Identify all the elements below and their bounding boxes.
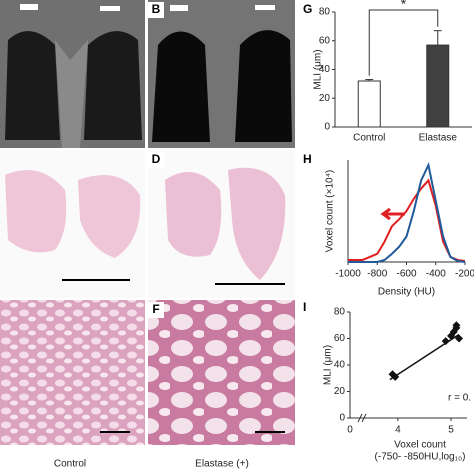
column-label: Elastase (+) xyxy=(195,459,249,470)
y-tick-label: 40 xyxy=(319,64,331,75)
x-tick-label: -600 xyxy=(396,269,416,280)
x-tick-label: 5 xyxy=(448,425,454,436)
x-tick-label: -200 xyxy=(455,269,474,280)
significance-bracket xyxy=(368,9,439,76)
x-tick-label: Control xyxy=(353,133,385,144)
panel-label: I xyxy=(303,300,306,314)
y-tick-label: 60 xyxy=(319,35,331,46)
column-label: Control xyxy=(54,459,86,470)
y-axis-label: MLI (μm) xyxy=(313,49,324,89)
y-tick-label: 20 xyxy=(334,386,346,397)
y-tick-label: 80 xyxy=(334,307,346,318)
x-axis-label: Voxel count xyxy=(394,440,446,451)
x-tick-label: Elastase xyxy=(419,133,458,144)
y-tick-label: 40 xyxy=(334,360,346,371)
panel-label: G xyxy=(303,2,312,16)
x-tick-label: 4 xyxy=(395,425,401,436)
ct-control xyxy=(0,0,145,148)
axis-break-label: 0 xyxy=(347,425,353,436)
panel-label: H xyxy=(303,152,312,166)
y-tick-label: 80 xyxy=(319,7,331,18)
x-axis-label: Density (HU) xyxy=(378,287,435,298)
point xyxy=(391,372,400,381)
panel-label: B xyxy=(152,2,161,16)
x-tick-label: -400 xyxy=(426,269,446,280)
y-axis-label: Voxel count (×10⁴) xyxy=(325,170,336,252)
y-tick-label: 60 xyxy=(334,333,346,344)
point xyxy=(455,334,464,343)
point xyxy=(452,323,461,332)
x-tick-label: -1000 xyxy=(335,269,361,280)
ct-elastase xyxy=(148,0,295,148)
axis-break xyxy=(357,413,367,423)
bar xyxy=(357,80,381,128)
histology-control xyxy=(0,300,145,445)
x-axis-label: (-750- -850HU,log₁₀) xyxy=(375,452,466,463)
histology-elastase xyxy=(148,300,295,445)
point xyxy=(441,337,450,346)
annotation: * xyxy=(401,0,407,12)
y-tick-label: 0 xyxy=(339,413,345,424)
lung-section-control xyxy=(0,150,145,298)
panel-label: F xyxy=(152,302,159,316)
line-series xyxy=(348,161,466,263)
arrow xyxy=(380,207,405,221)
panel-label: D xyxy=(152,152,161,166)
y-tick-label: 0 xyxy=(324,122,330,133)
y-tick-label: 20 xyxy=(319,93,331,104)
bar xyxy=(426,44,450,128)
y-axis-label: MLI (μm) xyxy=(323,345,334,385)
lung-section-elastase xyxy=(148,150,295,298)
x-tick-label: -800 xyxy=(367,269,387,280)
annotation: r = 0. xyxy=(448,393,471,404)
